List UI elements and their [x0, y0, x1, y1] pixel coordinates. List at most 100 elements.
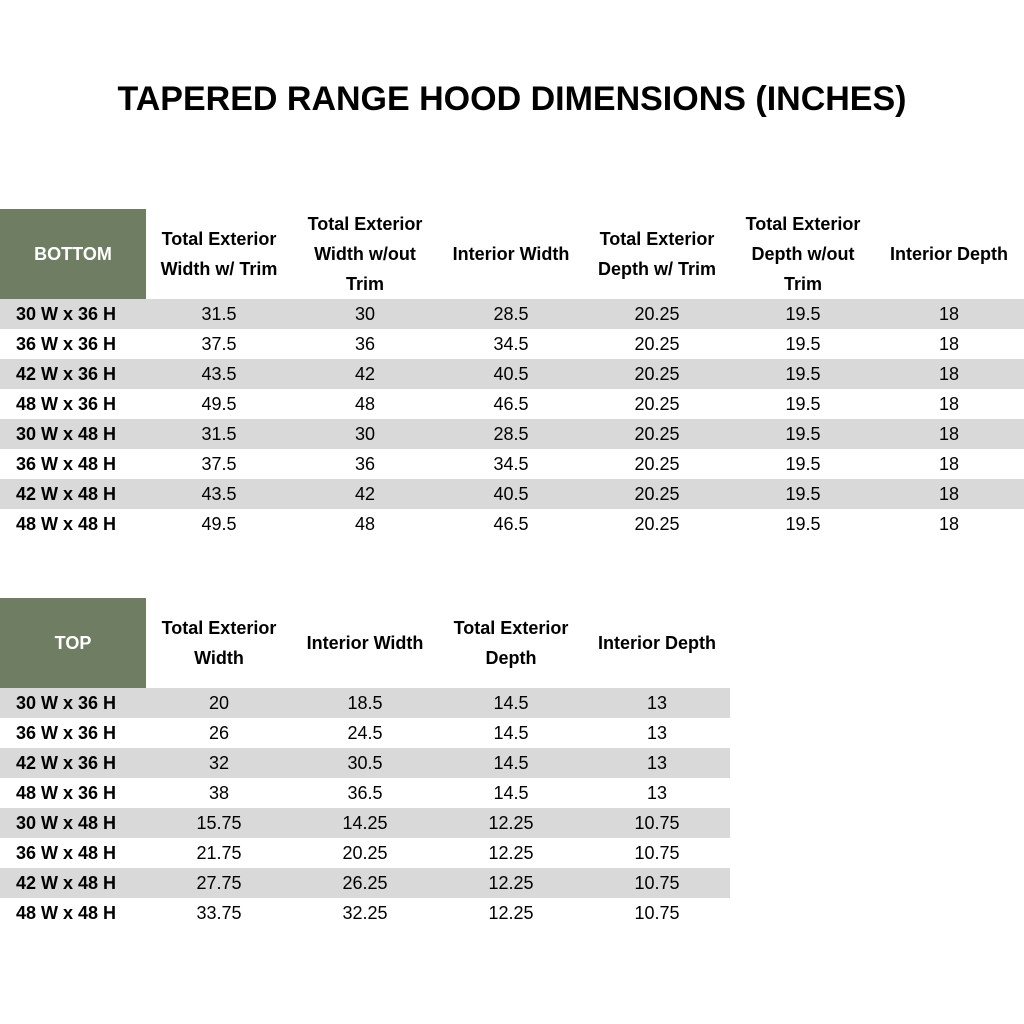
table-cell: 49.5: [201, 513, 237, 534]
table-cell: 10.75: [634, 812, 680, 833]
table-cell: 18: [938, 363, 960, 384]
table-cell: 20.25: [634, 303, 680, 324]
table-cell: 14.5: [493, 722, 529, 743]
row-label: 36 W x 36 H: [16, 333, 117, 354]
table-cell: 32.25: [342, 902, 388, 923]
table-cell: 31.5: [201, 423, 237, 444]
table-cell: 34.5: [493, 333, 529, 354]
row-shade: [0, 868, 730, 898]
table-cell: 20.25: [634, 393, 680, 414]
row-label: 48 W x 48 H: [16, 513, 117, 534]
table-cell: 42: [354, 483, 376, 504]
row-shade: [0, 419, 1024, 449]
table-cell: 19.5: [785, 363, 821, 384]
table-cell: 46.5: [493, 393, 529, 414]
table-cell: 43.5: [201, 363, 237, 384]
row-label: 30 W x 48 H: [16, 423, 117, 444]
row-shade: [0, 808, 730, 838]
table-cell: 20.25: [634, 453, 680, 474]
column-header: Total Exterior Depth: [453, 618, 569, 668]
column-header: Total Exterior Width: [161, 618, 277, 668]
table-cell: 20.25: [634, 513, 680, 534]
table-cell: 33.75: [196, 902, 242, 923]
table-cell: 46.5: [493, 513, 529, 534]
table-cell: 31.5: [201, 303, 237, 324]
table-cell: 49.5: [201, 393, 237, 414]
table-cell: 13: [646, 692, 668, 713]
table-cell: 21.75: [196, 842, 242, 863]
table-cell: 30: [354, 303, 376, 324]
table-cell: 28.5: [493, 303, 529, 324]
table-cell: 14.5: [493, 752, 529, 773]
table-cell: 37.5: [201, 333, 237, 354]
column-header: Total Exterior Depth w/out Trim: [745, 214, 861, 294]
table-cell: 18: [938, 483, 960, 504]
row-label: 48 W x 36 H: [16, 393, 117, 414]
table-cell: 12.25: [488, 872, 534, 893]
table-cell: 12.25: [488, 842, 534, 863]
table-cell: 36: [354, 453, 376, 474]
table-cell: 26: [208, 722, 230, 743]
table-corner-header: BOTTOM: [0, 209, 146, 299]
table-cell: 19.5: [785, 423, 821, 444]
row-shade: [0, 688, 730, 718]
column-header: Interior Width: [306, 633, 424, 653]
table-cell: 20.25: [634, 363, 680, 384]
table-cell: 18: [938, 303, 960, 324]
table-cell: 40.5: [493, 483, 529, 504]
table-cell: 20: [208, 692, 230, 713]
row-label: 36 W x 48 H: [16, 842, 117, 863]
table-cell: 43.5: [201, 483, 237, 504]
table-cell: 24.5: [347, 722, 383, 743]
table-cell: 40.5: [493, 363, 529, 384]
table-cell: 18: [938, 333, 960, 354]
page-title: TAPERED RANGE HOOD DIMENSIONS (INCHES): [117, 80, 907, 118]
row-label: 42 W x 48 H: [16, 872, 117, 893]
table-cell: 19.5: [785, 453, 821, 474]
row-label: 36 W x 36 H: [16, 722, 117, 743]
table-cell: 34.5: [493, 453, 529, 474]
row-shade: [0, 359, 1024, 389]
table-cell: 12.25: [488, 902, 534, 923]
row-label: 42 W x 48 H: [16, 483, 117, 504]
table-cell: 19.5: [785, 513, 821, 534]
table-cell: 26.25: [342, 872, 388, 893]
table-cell: 19.5: [785, 333, 821, 354]
row-label: 48 W x 48 H: [16, 902, 117, 923]
table-cell: 13: [646, 752, 668, 773]
table-cell: 27.75: [196, 872, 242, 893]
table-cell: 37.5: [201, 453, 237, 474]
table-cell: 12.25: [488, 812, 534, 833]
table-cell: 13: [646, 722, 668, 743]
table-cell: 20.25: [634, 423, 680, 444]
table-cell: 20.25: [342, 842, 388, 863]
table-cell: 19.5: [785, 483, 821, 504]
table-cell: 36: [354, 333, 376, 354]
table-cell: 18: [938, 393, 960, 414]
table-cell: 14.5: [493, 782, 529, 803]
table-cell: 10.75: [634, 872, 680, 893]
row-label: 42 W x 36 H: [16, 752, 117, 773]
row-label: 30 W x 48 H: [16, 812, 117, 833]
table-cell: 48: [354, 513, 376, 534]
row-label: 48 W x 36 H: [16, 782, 117, 803]
column-header: Total Exterior Width w/out Trim: [307, 214, 423, 294]
table-cell: 19.5: [785, 393, 821, 414]
column-header: Interior Depth: [889, 244, 1008, 264]
row-shade: [0, 748, 730, 778]
row-label: 30 W x 36 H: [16, 303, 117, 324]
table-cell: 48: [354, 393, 376, 414]
table-corner-header: TOP: [0, 598, 146, 688]
table-cell: 18: [938, 513, 960, 534]
row-label: 30 W x 36 H: [16, 692, 117, 713]
table-cell: 36.5: [347, 782, 383, 803]
table-cell: 18: [938, 423, 960, 444]
table-cell: 42: [354, 363, 376, 384]
table-cell: 38: [208, 782, 230, 803]
column-header: Interior Width: [452, 244, 570, 264]
table-cell: 10.75: [634, 842, 680, 863]
row-label: 42 W x 36 H: [16, 363, 117, 384]
table-cell: 30.5: [347, 752, 383, 773]
table-cell: 18: [938, 453, 960, 474]
